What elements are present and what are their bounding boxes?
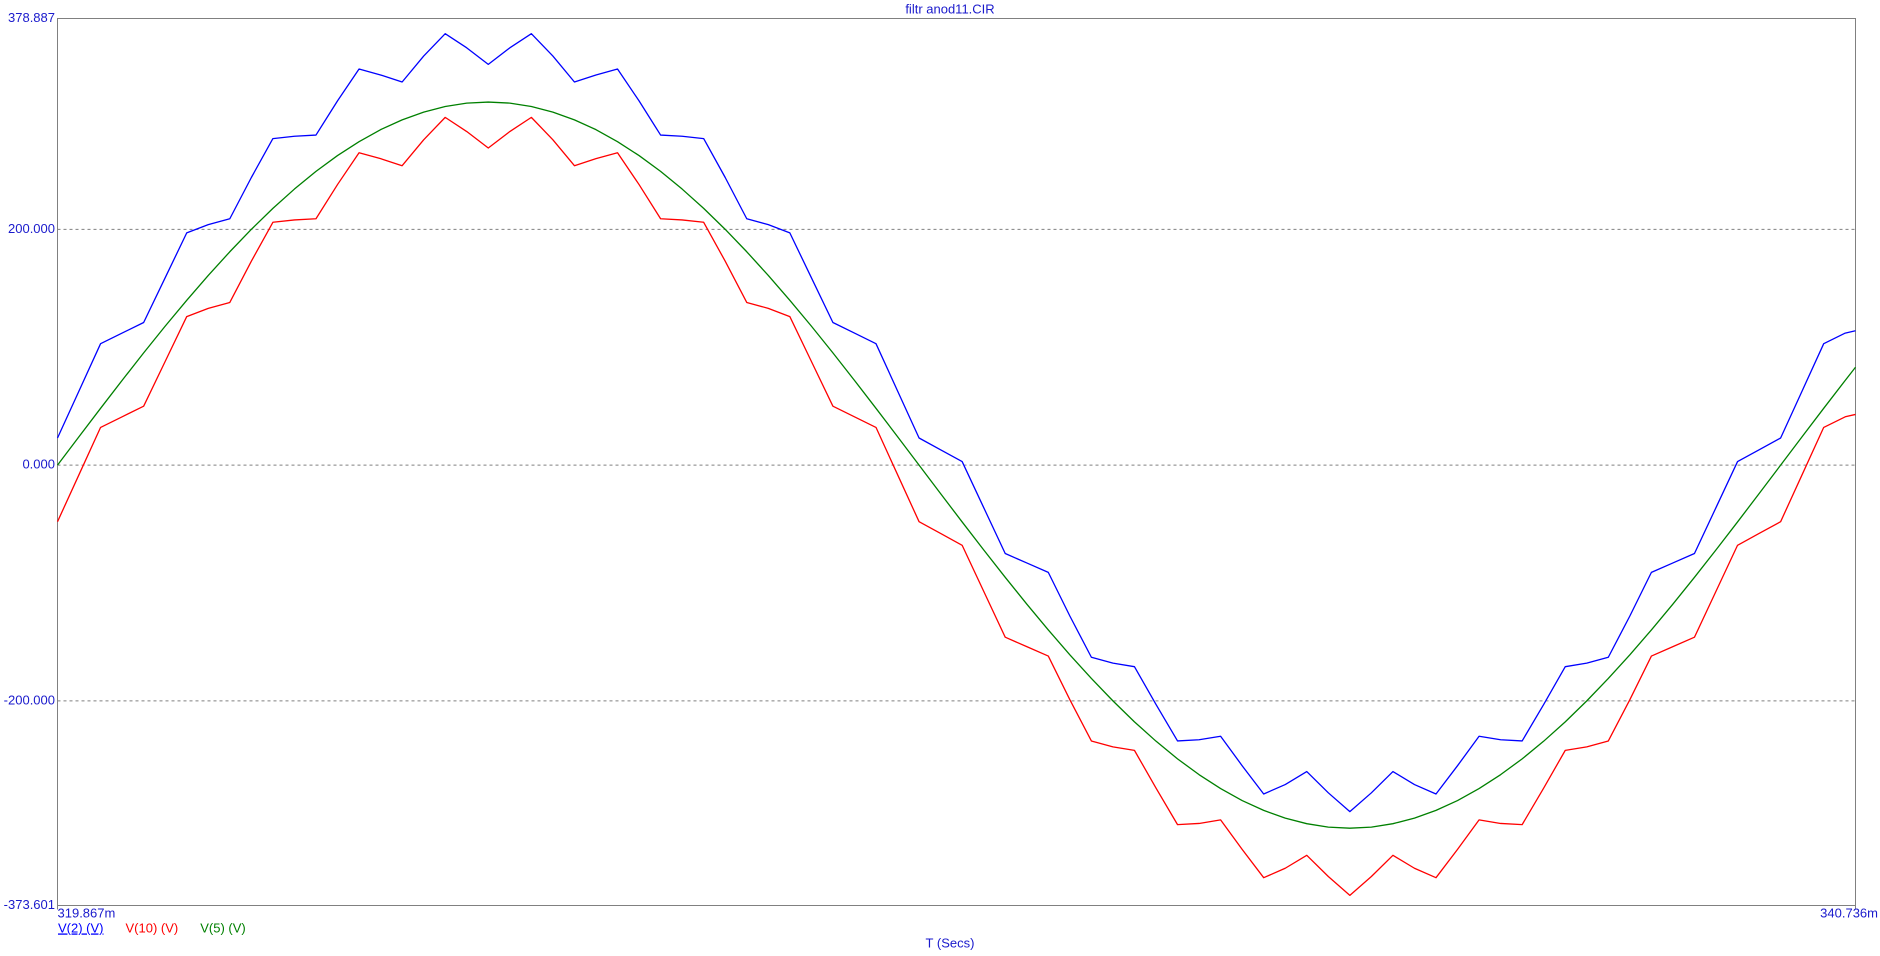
y-tick-label: -200.000 [4, 692, 55, 707]
legend-entry: V(5) (V) [200, 920, 246, 935]
series-line [56, 116, 1856, 897]
y-tick-label: 378.887 [8, 10, 55, 25]
x-tick-label: 340.736m [1820, 905, 1878, 920]
y-tick-label: 200.000 [8, 221, 55, 236]
y-tick-label: -373.601 [4, 897, 55, 912]
x-tick-label: 319.867m [58, 905, 116, 920]
legend-entry: V(2) (V) [58, 920, 104, 935]
series-line [56, 33, 1856, 813]
series-line [56, 101, 1857, 829]
x-axis-label: T (Secs) [926, 935, 975, 950]
chart-title: filtr anod11.CIR [905, 1, 994, 16]
plot-frame [57, 18, 1856, 906]
y-tick-label: 0.000 [22, 457, 55, 472]
legend-entry: V(10) (V) [126, 920, 179, 935]
